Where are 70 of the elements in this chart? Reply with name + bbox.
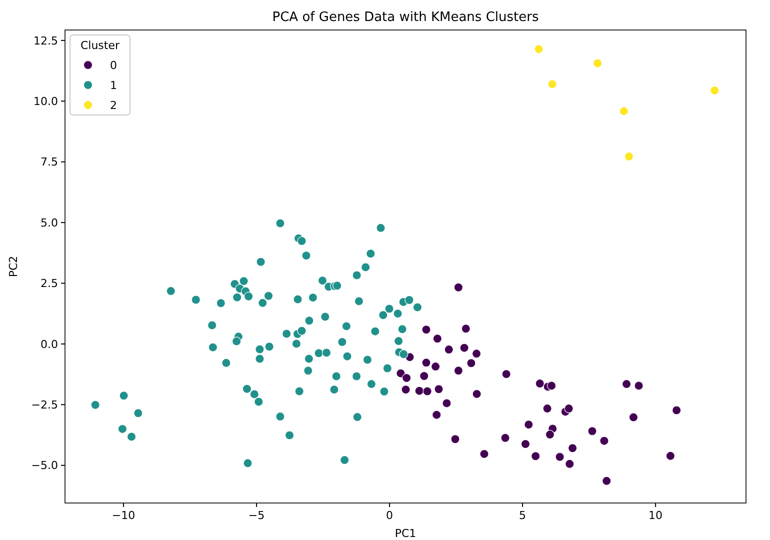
point	[460, 343, 469, 352]
point	[588, 426, 597, 436]
point	[520, 439, 530, 449]
x-tick-label: 5	[519, 509, 526, 522]
legend-label: 2	[110, 98, 117, 112]
point	[500, 433, 510, 443]
point	[530, 452, 540, 461]
point	[545, 430, 555, 440]
x-tick-label: −5	[248, 509, 265, 522]
chart-title: PCA of Genes Data with KMeans Clusters	[272, 10, 539, 25]
point	[432, 410, 442, 420]
point	[414, 386, 424, 396]
point	[396, 368, 406, 378]
x-tick-label: 10	[648, 509, 663, 522]
point	[422, 358, 431, 368]
point	[628, 412, 638, 422]
legend-label: 0	[110, 58, 117, 72]
y-tick-label: 2.5	[40, 277, 58, 290]
point	[564, 404, 574, 414]
point	[600, 436, 609, 446]
point	[444, 344, 454, 354]
point	[534, 44, 544, 54]
point	[634, 381, 644, 390]
y-tick-label: 5.0	[40, 216, 58, 230]
point	[666, 451, 676, 460]
point	[502, 369, 511, 379]
y-tick-label: 12.5	[34, 34, 58, 48]
point	[555, 452, 564, 462]
point	[602, 476, 612, 486]
point	[450, 434, 460, 444]
point	[442, 398, 452, 408]
point	[432, 334, 442, 344]
x-axis-title: PC1	[394, 527, 416, 540]
point	[480, 449, 489, 459]
y-tick-label: −5.0	[31, 459, 58, 472]
point	[466, 358, 476, 368]
point	[624, 152, 634, 162]
point	[420, 371, 429, 381]
x-tick-label: 0	[386, 509, 394, 522]
point	[402, 373, 412, 383]
point	[524, 420, 534, 430]
point	[434, 384, 444, 394]
point	[592, 58, 602, 68]
point	[619, 106, 628, 116]
point	[461, 324, 470, 334]
point	[710, 86, 720, 96]
y-tick-label: −2.5	[31, 398, 58, 412]
point	[472, 349, 482, 358]
point	[548, 80, 557, 89]
y-tick-label: 7.5	[40, 156, 58, 169]
y-tick-label: 0.0	[40, 338, 58, 351]
y-axis-title: PC2	[7, 256, 20, 278]
y-tick-label: 10.0	[34, 94, 58, 108]
point	[472, 389, 482, 399]
point	[454, 366, 464, 376]
point	[454, 282, 464, 292]
point	[672, 406, 682, 415]
point	[568, 444, 578, 453]
point	[401, 385, 410, 394]
point	[430, 362, 440, 372]
point	[546, 381, 556, 390]
point	[565, 459, 574, 468]
point	[622, 379, 632, 389]
point	[422, 325, 431, 334]
legend-label: 1	[110, 78, 117, 92]
point	[542, 404, 552, 414]
x-tick-label: −10	[112, 509, 136, 522]
point	[535, 378, 544, 388]
legend-title: Cluster	[80, 39, 120, 52]
point	[422, 386, 432, 396]
